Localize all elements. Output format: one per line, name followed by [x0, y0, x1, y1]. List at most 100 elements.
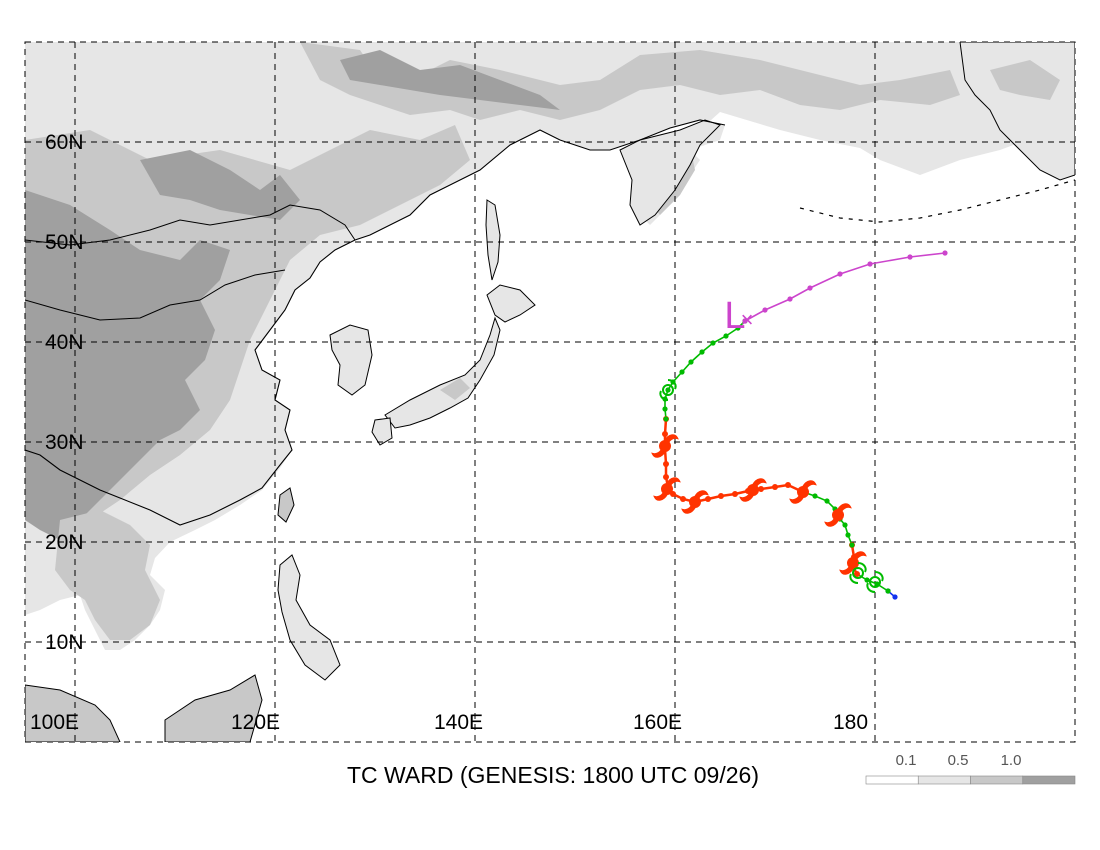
japan-alps	[440, 378, 470, 400]
longitude-labels: 100E 120E 140E 160E 180	[30, 711, 868, 734]
asia-coastline	[25, 119, 726, 526]
korea	[329, 324, 373, 396]
transition-marker: ×	[741, 307, 754, 332]
track-point	[662, 431, 668, 437]
siberia-highlands	[340, 50, 560, 110]
legend-color-box	[970, 775, 1024, 785]
track-point	[867, 261, 873, 267]
philippines	[277, 554, 341, 681]
track-point	[663, 474, 669, 480]
lon-label-120e: 120E	[231, 711, 280, 734]
alaska-ranges	[990, 60, 1060, 100]
honshu	[384, 316, 501, 429]
tropical-storm-symbol	[849, 562, 867, 584]
lat-label-20n: 20N	[45, 531, 84, 554]
typhoon-symbol	[824, 503, 852, 527]
typhoon-symbol	[681, 490, 709, 514]
track-point	[837, 271, 843, 277]
typhoon-symbol	[653, 477, 681, 501]
lat-label-30n: 30N	[45, 431, 84, 454]
north-ranges	[300, 42, 960, 120]
lat-label-40n: 40N	[45, 331, 84, 354]
tropical-storm-symbol	[659, 379, 677, 401]
track-point	[718, 493, 724, 499]
typhoon-symbol	[651, 434, 679, 458]
mongolia-border	[25, 204, 356, 246]
aleutian-islands	[799, 179, 1075, 223]
shading-legend: 0.1 0.5 1.0	[865, 752, 1076, 785]
storm-symbols	[651, 379, 884, 593]
track-point	[742, 318, 748, 324]
typhoon-symbol	[789, 480, 817, 504]
storm-track	[663, 252, 946, 598]
track-point	[665, 387, 671, 393]
map-title: TC WARD (GENESIS: 1800 UTC 09/26)	[347, 762, 759, 788]
lon-label-100e: 100E	[30, 711, 79, 734]
lon-label-160e: 160E	[633, 711, 682, 734]
track-point	[824, 498, 830, 504]
mongolia-highlands	[140, 150, 300, 220]
track-point	[845, 532, 851, 538]
legend-color-box	[1022, 775, 1076, 785]
legend-tick-0-5: 0.5	[948, 752, 969, 769]
borneo	[164, 674, 263, 742]
map-frame	[24, 41, 1076, 743]
track-point	[807, 285, 813, 291]
track-point	[907, 254, 913, 260]
track-point	[680, 496, 686, 502]
typhoon-symbol	[839, 551, 867, 575]
track-segment-typhoon	[663, 418, 804, 504]
track-point	[705, 496, 711, 502]
track-point	[723, 333, 729, 339]
track-point	[688, 359, 694, 365]
track-point	[732, 491, 738, 497]
kamchatka	[619, 119, 721, 226]
graticule	[25, 42, 1075, 742]
track-segment-extratropical	[744, 252, 946, 322]
track-point	[812, 493, 818, 499]
legend-tick-0-1: 0.1	[896, 752, 917, 769]
lat-label-60n: 60N	[45, 131, 84, 154]
typhoon-symbol	[739, 478, 767, 502]
track-point	[885, 588, 891, 594]
track-point	[854, 571, 860, 577]
sakhalin	[485, 199, 501, 281]
track-point	[710, 340, 716, 346]
track-point	[785, 482, 791, 488]
track-point	[663, 461, 669, 467]
hokkaido	[486, 284, 536, 323]
kyushu	[371, 417, 393, 446]
asia-highlands	[25, 190, 230, 540]
taiwan	[277, 487, 295, 523]
track-point	[787, 296, 793, 302]
lat-label-10n: 10N	[45, 631, 84, 654]
lat-label-50n: 50N	[45, 231, 84, 254]
sumatra-malaya	[25, 684, 121, 742]
track-point	[679, 369, 685, 375]
lon-label-140e: 140E	[434, 711, 483, 734]
track-point	[942, 250, 948, 256]
track-point	[864, 577, 870, 583]
legend-color-bar	[865, 775, 1076, 785]
extratropical-low-marker: L	[724, 295, 745, 337]
track-point	[772, 484, 778, 490]
legend-tick-1-0: 1.0	[1001, 752, 1022, 769]
track-point	[842, 522, 848, 528]
track-point	[758, 486, 764, 492]
china-border	[25, 269, 286, 321]
storm-track-points	[662, 250, 948, 600]
terrain-shading	[25, 42, 1075, 742]
tropical-storm-symbol	[866, 571, 884, 593]
lon-label-180: 180	[833, 711, 868, 734]
latitude-labels: 60N 50N 40N 30N 20N 10N	[45, 131, 84, 654]
legend-color-box	[917, 775, 971, 785]
track-point	[849, 542, 855, 548]
legend-color-box	[865, 775, 919, 785]
track-point	[699, 349, 705, 355]
track-point	[662, 406, 668, 412]
track-point	[892, 594, 898, 600]
track-point	[663, 416, 669, 422]
track-point	[735, 325, 741, 331]
track-point	[762, 307, 768, 313]
